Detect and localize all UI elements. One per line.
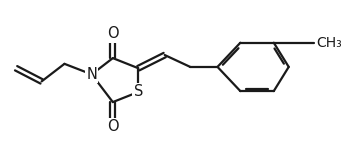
Text: CH₃: CH₃ <box>317 36 342 50</box>
Text: O: O <box>107 119 119 134</box>
Text: O: O <box>107 26 119 41</box>
Text: S: S <box>134 85 143 100</box>
Text: N: N <box>86 67 97 82</box>
